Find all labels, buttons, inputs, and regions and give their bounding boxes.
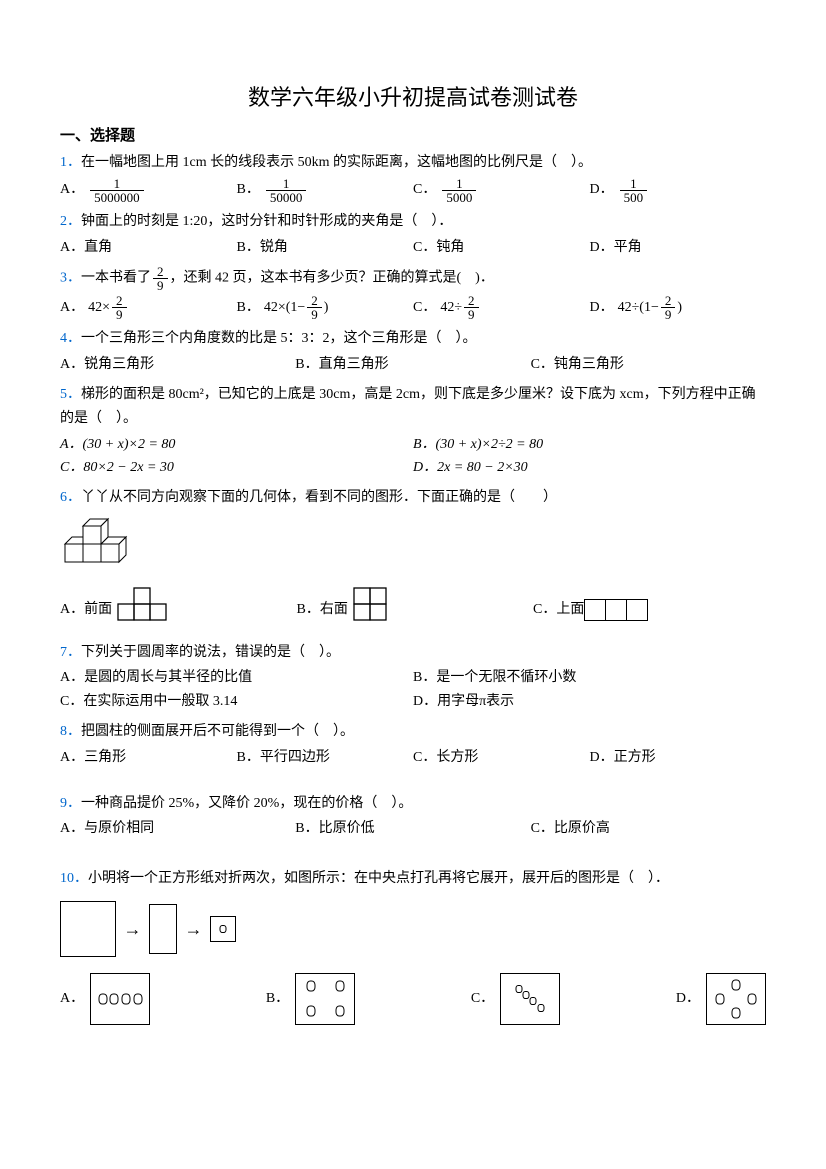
q8-opt-b[interactable]: B．平行四边形: [237, 746, 414, 770]
q9-opt-a[interactable]: A．与原价相同: [60, 817, 295, 841]
q6-opt-b[interactable]: B．右面: [297, 586, 530, 635]
q7-text: 下列关于圆周率的说法，错误的是（ ）。: [81, 645, 340, 660]
q6-opt-a[interactable]: A．前面: [60, 586, 293, 635]
q7-number: 7．: [60, 645, 81, 660]
q6-figure: [60, 510, 766, 584]
q5-options: A．(30 + x)×2 = 80 B．(30 + x)×2÷2 = 80 C．…: [60, 433, 766, 481]
q2-number: 2．: [60, 214, 81, 229]
q10-opt-d[interactable]: D．: [676, 973, 766, 1025]
q8-text: 把圆柱的侧面展开后不可能得到一个（ ）。: [81, 724, 354, 739]
q10-fold-diagram: → →: [60, 901, 766, 957]
q7-options: A．是圆的周长与其半径的比值 B．是一个无限不循环小数 C．在实际运用中一般取 …: [60, 666, 766, 714]
q9-opt-b[interactable]: B．比原价低: [295, 817, 530, 841]
q5-opt-c[interactable]: C．80×2 − 2x = 30: [60, 456, 413, 480]
q2-opt-c[interactable]: C．钝角: [413, 236, 590, 260]
q6-text: 丫丫从不同方向观察下面的几何体，看到不同的图形．下面正确的是（ ）: [81, 490, 557, 505]
q1-opt-a[interactable]: A． 15000000: [60, 177, 237, 204]
top-view-icon: [584, 599, 648, 621]
arrow-icon: →: [124, 914, 142, 945]
q9-number: 9．: [60, 796, 81, 811]
question-6: 6．丫丫从不同方向观察下面的几何体，看到不同的图形．下面正确的是（ ）: [60, 486, 766, 634]
q3-opt-c[interactable]: C． 42÷29: [413, 294, 590, 321]
right-view-icon: [352, 586, 392, 635]
q2-text: 钟面上的时刻是 1:20，这时分针和时针形成的夹角是（ ）．: [81, 214, 452, 229]
q10-opt-c[interactable]: C．: [471, 973, 560, 1025]
q1-opt-b[interactable]: B． 150000: [237, 177, 414, 204]
opt-c-figure: [500, 973, 560, 1025]
opt-b-figure: [295, 973, 355, 1025]
section-one-header: 一、选择题: [60, 124, 766, 145]
question-8: 8．把圆柱的侧面展开后不可能得到一个（ ）。 A．三角形 B．平行四边形 C．长…: [60, 720, 766, 770]
q2-opt-a[interactable]: A．直角: [60, 236, 237, 260]
question-7: 7．下列关于圆周率的说法，错误的是（ ）。 A．是圆的周长与其半径的比值 B．是…: [60, 641, 766, 714]
q2-options: A．直角 B．锐角 C．钝角 D．平角: [60, 236, 766, 260]
question-4: 4．一个三角形三个内角度数的比是 5：3：2，这个三角形是（ ）。 A．锐角三角…: [60, 327, 766, 377]
q2-opt-d[interactable]: D．平角: [590, 236, 767, 260]
q4-text: 一个三角形三个内角度数的比是 5：3：2，这个三角形是（ ）。: [81, 331, 477, 346]
question-5: 5．梯形的面积是 80cm²，已知它的上底是 30cm，高是 2cm，则下底是多…: [60, 383, 766, 480]
q5-text: 梯形的面积是 80cm²，已知它的上底是 30cm，高是 2cm，则下底是多少厘…: [60, 387, 756, 426]
opt-d-figure: [706, 973, 766, 1025]
q7-opt-b[interactable]: B．是一个无限不循环小数: [413, 666, 766, 690]
q5-number: 5．: [60, 387, 81, 402]
q3-opt-b[interactable]: B． 42×(1−29): [237, 294, 414, 321]
q4-number: 4．: [60, 331, 81, 346]
q4-opt-a[interactable]: A．锐角三角形: [60, 353, 295, 377]
q6-opt-c[interactable]: C．上面: [533, 586, 766, 635]
q3-text-before: 一本书看了: [81, 271, 151, 286]
q8-opt-c[interactable]: C．长方形: [413, 746, 590, 770]
q9-text: 一种商品提价 25%，又降价 20%，现在的价格（ ）。: [81, 796, 412, 811]
q5-opt-a[interactable]: A．(30 + x)×2 = 80: [60, 433, 413, 457]
q6-options: A．前面 B．右面: [60, 586, 766, 635]
q9-options: A．与原价相同 B．比原价低 C．比原价高: [60, 817, 766, 841]
q4-options: A．锐角三角形 B．直角三角形 C．钝角三角形: [60, 353, 766, 377]
q8-opt-a[interactable]: A．三角形: [60, 746, 237, 770]
q9-opt-c[interactable]: C．比原价高: [531, 817, 766, 841]
q10-text: 小明将一个正方形纸对折两次，如图所示：在中央点打孔再将它展开，展开后的图形是（ …: [88, 871, 669, 886]
question-9: 9．一种商品提价 25%，又降价 20%，现在的价格（ ）。 A．与原价相同 B…: [60, 792, 766, 842]
q4-opt-c[interactable]: C．钝角三角形: [531, 353, 766, 377]
q1-opt-c[interactable]: C． 15000: [413, 177, 590, 204]
q3-number: 3．: [60, 271, 81, 286]
q10-opt-a[interactable]: A．: [60, 973, 150, 1025]
q5-opt-b[interactable]: B．(30 + x)×2÷2 = 80: [413, 433, 766, 457]
front-view-icon: [116, 586, 171, 635]
q8-number: 8．: [60, 724, 81, 739]
page-title: 数学六年级小升初提高试卷测试卷: [60, 80, 766, 112]
q10-options: A． B． C．: [60, 973, 766, 1025]
question-3: 3．一本书看了29，还剩 42 页，这本书有多少页？正确的算式是( )． A． …: [60, 265, 766, 321]
q8-opt-d[interactable]: D．正方形: [590, 746, 767, 770]
opt-a-figure: [90, 973, 150, 1025]
q1-text: 在一幅地图上用 1cm 长的线段表示 50km 的实际距离，这幅地图的比例尺是（…: [81, 155, 592, 170]
q1-number: 1．: [60, 155, 81, 170]
q10-number: 10．: [60, 871, 88, 886]
cubes-icon: [60, 514, 140, 569]
q8-options: A．三角形 B．平行四边形 C．长方形 D．正方形: [60, 746, 766, 770]
q3-text-after: ，还剩 42 页，这本书有多少页？正确的算式是( )．: [170, 271, 494, 286]
q4-opt-b[interactable]: B．直角三角形: [295, 353, 530, 377]
q7-opt-c[interactable]: C．在实际运用中一般取 3.14: [60, 690, 413, 714]
q1-opt-d[interactable]: D． 1500: [590, 177, 767, 204]
q7-opt-a[interactable]: A．是圆的周长与其半径的比值: [60, 666, 413, 690]
page: 数学六年级小升初提高试卷测试卷 一、选择题 1．在一幅地图上用 1cm 长的线段…: [0, 0, 826, 1169]
question-2: 2．钟面上的时刻是 1:20，这时分针和时针形成的夹角是（ ）． A．直角 B．…: [60, 210, 766, 260]
q3-opt-a[interactable]: A． 42×29: [60, 294, 237, 321]
q5-opt-d[interactable]: D．2x = 80 − 2×30: [413, 456, 766, 480]
arrow-icon: →: [185, 914, 203, 945]
q6-number: 6．: [60, 490, 81, 505]
q3-options: A． 42×29 B． 42×(1−29) C． 42÷29 D． 42÷(1−…: [60, 294, 766, 321]
question-10: 10．小明将一个正方形纸对折两次，如图所示：在中央点打孔再将它展开，展开后的图形…: [60, 867, 766, 1025]
q7-opt-d[interactable]: D．用字母π表示: [413, 690, 766, 714]
q10-opt-b[interactable]: B．: [266, 973, 355, 1025]
q2-opt-b[interactable]: B．锐角: [237, 236, 414, 260]
q1-options: A． 15000000 B． 150000 C． 15000 D． 1500: [60, 177, 766, 204]
q3-opt-d[interactable]: D． 42÷(1−29): [590, 294, 767, 321]
question-1: 1．在一幅地图上用 1cm 长的线段表示 50km 的实际距离，这幅地图的比例尺…: [60, 151, 766, 204]
